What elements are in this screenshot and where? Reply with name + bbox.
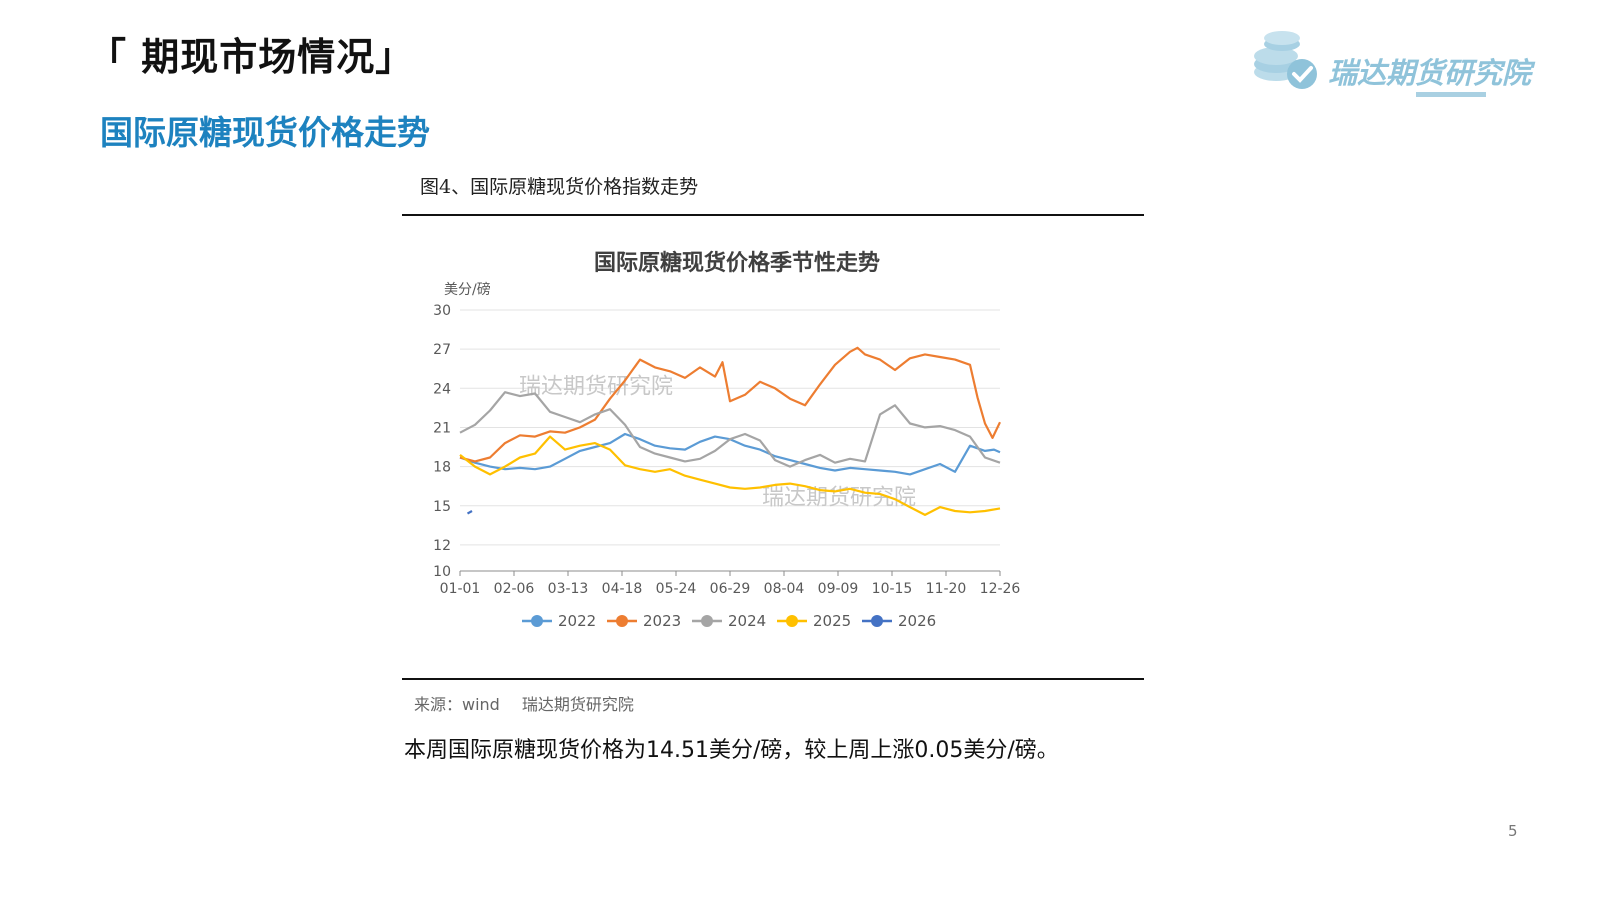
- x-tick-label: 12-26: [980, 581, 1021, 597]
- legend-label: 2023: [643, 612, 681, 630]
- series-line-2026: [466, 510, 473, 515]
- legend-swatch-dot: [531, 615, 543, 627]
- x-tick-label: 01-01: [440, 581, 481, 597]
- source-label: 来源：wind: [414, 695, 500, 714]
- legend-label: 2024: [728, 612, 766, 630]
- series-line-2023: [459, 346, 1001, 463]
- x-tick-label: 09-09: [818, 581, 859, 597]
- y-tick-label: 15: [433, 499, 451, 515]
- y-axis-label: 美分/磅: [444, 281, 491, 298]
- legend-label: 2025: [813, 612, 851, 630]
- y-tick-label: 10: [433, 564, 451, 580]
- series-line-2024: [459, 391, 1001, 468]
- x-tick-labels: 01-01 02-06 03-13 04-18 05-24 06-29 08-04 09-09…: [440, 581, 1021, 597]
- summary-text: 本周国际原糖现货价格为14.51美分/磅，较上周上涨0.05美分/磅。: [404, 738, 1059, 763]
- slide-subtitle: 国际原糖现货价格走势: [100, 113, 430, 152]
- coin-stack-icon: [1254, 31, 1317, 89]
- series-lines: [459, 346, 1001, 516]
- caption-divider: [402, 214, 1144, 216]
- y-tick-label: 21: [433, 420, 451, 436]
- legend-swatch-dot: [616, 615, 628, 627]
- logo-underline: [1416, 92, 1486, 97]
- x-tick-label: 05-24: [656, 581, 697, 597]
- series-line-2025: [459, 435, 1001, 516]
- logo-text: 瑞达期货研究院: [1328, 56, 1532, 90]
- x-tick-label: 06-29: [710, 581, 751, 597]
- x-tick-label: 03-13: [548, 581, 589, 597]
- gridlines: [459, 309, 1001, 576]
- y-tick-label: 27: [433, 342, 451, 358]
- x-tick-label: 10-15: [872, 581, 913, 597]
- chart-title: 国际原糖现货价格季节性走势: [594, 250, 880, 276]
- page-number: 5: [1508, 822, 1518, 840]
- chart-legend: 2022 2023 2024 2025 2026: [522, 612, 936, 630]
- x-tick-label: 11-20: [926, 581, 967, 597]
- x-tick-label: 04-18: [602, 581, 643, 597]
- legend-label: 2022: [558, 612, 596, 630]
- source-note: 来源：wind 瑞达期货研究院: [414, 691, 634, 715]
- x-tick-label: 08-04: [764, 581, 805, 597]
- figure-caption: 图4、国际原糖现货价格指数走势: [420, 176, 699, 198]
- company-logo: 瑞达期货研究院: [1248, 28, 1531, 100]
- watermark-text: 瑞达期货研究院: [519, 375, 673, 400]
- legend-swatch-dot: [786, 615, 798, 627]
- x-tick-label: 02-06: [494, 581, 535, 597]
- y-tick-labels: 10 12 15 18 21 24 27 30: [433, 303, 451, 580]
- source-divider: [402, 678, 1144, 680]
- legend-swatch-dot: [701, 615, 713, 627]
- legend-swatch-dot: [871, 615, 883, 627]
- y-tick-label: 30: [433, 303, 451, 319]
- y-tick-label: 24: [433, 381, 451, 397]
- source-org: 瑞达期货研究院: [521, 695, 634, 714]
- section-title: 「 期现市场情况」: [88, 35, 415, 79]
- y-tick-label: 18: [433, 460, 451, 476]
- series-line-2022: [459, 432, 1001, 476]
- legend-label: 2026: [898, 612, 936, 630]
- y-tick-label: 12: [433, 538, 451, 554]
